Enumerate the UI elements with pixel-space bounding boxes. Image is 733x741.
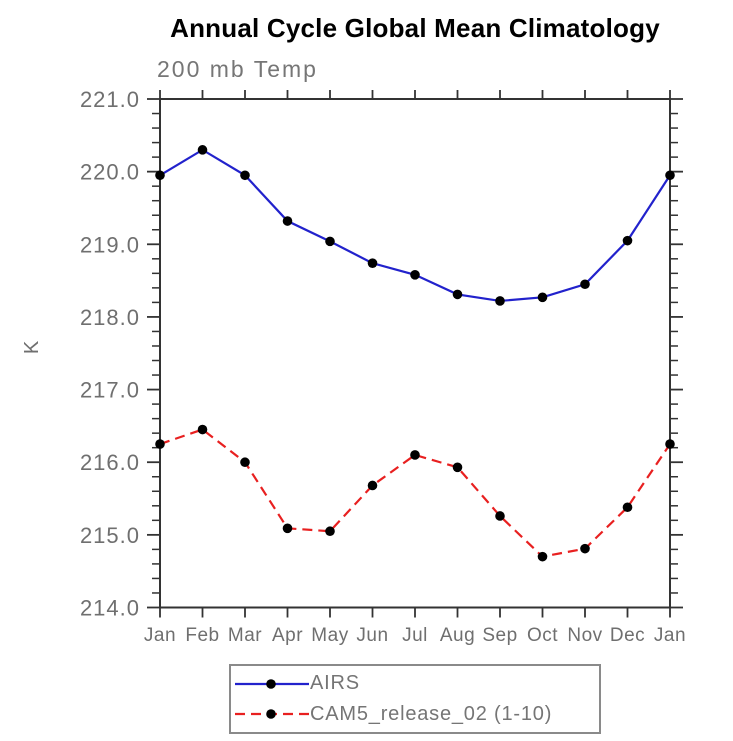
data-point-marker (240, 457, 250, 468)
series-line-cam5-release-02-1-10- (159, 428, 671, 558)
plot-frame (159, 98, 671, 609)
legend-item-airs: AIRS (235, 671, 599, 697)
data-point-marker (537, 551, 548, 562)
data-point-marker (240, 170, 250, 181)
data-point-marker (495, 296, 505, 306)
y-tick-label: 214.0 (80, 596, 140, 621)
data-point-marker (665, 170, 675, 181)
data-point-marker (197, 145, 208, 155)
data-point-marker (325, 526, 335, 537)
data-point-marker (622, 235, 633, 246)
data-point-marker (580, 279, 590, 290)
data-point-marker (410, 269, 420, 280)
x-tick-label: Nov (567, 625, 602, 646)
data-point-marker (665, 439, 675, 449)
legend-item-cam5: CAM5_release_02 (1-10) (235, 701, 599, 727)
y-tick-label: 215.0 (80, 523, 140, 548)
x-tick-label: May (311, 625, 348, 646)
legend-label-cam5: CAM5_release_02 (1-10) (310, 702, 553, 725)
data-point-marker (155, 170, 165, 181)
x-tick-label: Jan (144, 625, 176, 646)
data-point-marker (622, 502, 633, 513)
y-tick-label: 216.0 (80, 450, 140, 475)
legend-label-airs: AIRS (310, 672, 360, 695)
data-point-marker (537, 292, 548, 303)
legend-line-sample-solid (235, 678, 309, 689)
data-point-marker (495, 511, 505, 521)
x-tick-label: Aug (440, 625, 475, 646)
y-tick-label: 221.0 (80, 87, 140, 112)
y-tick-label: 220.0 (80, 160, 140, 185)
x-tick-label: Sep (482, 625, 517, 646)
x-tick-label: Dec (610, 625, 645, 646)
data-point-marker (580, 543, 590, 554)
data-point-marker (367, 258, 378, 268)
data-point-marker (155, 439, 165, 449)
x-tick-label: Oct (527, 625, 558, 646)
legend-marker-dot-icon (266, 709, 276, 720)
legend-marker-dot-icon (266, 678, 276, 689)
x-tick-label: Mar (228, 625, 262, 646)
data-point-marker (282, 523, 293, 534)
data-point-marker (197, 424, 208, 435)
data-point-marker (282, 216, 293, 226)
data-point-marker (452, 289, 463, 300)
x-tick-label: Jan (654, 625, 686, 646)
y-tick-label: 217.0 (80, 378, 140, 403)
x-tick-label: Jun (356, 625, 388, 646)
y-tick-label: 219.0 (80, 232, 140, 257)
data-point-marker (410, 450, 420, 460)
x-tick-label: Apr (272, 625, 303, 646)
data-point-marker (367, 480, 378, 491)
x-tick-label: Jul (402, 625, 428, 646)
data-point-marker (452, 462, 463, 473)
x-tick-label: Feb (185, 625, 219, 646)
legend-line-sample-dashed (235, 709, 309, 720)
chart-title: Annual Cycle Global Mean Climatology (170, 13, 660, 43)
chart-subtitle: 200 mb Temp (157, 56, 318, 82)
legend: AIRS CAM5_release_02 (1-10) (229, 664, 601, 734)
data-point-marker (325, 236, 335, 247)
y-tick-label: 218.0 (80, 305, 140, 330)
